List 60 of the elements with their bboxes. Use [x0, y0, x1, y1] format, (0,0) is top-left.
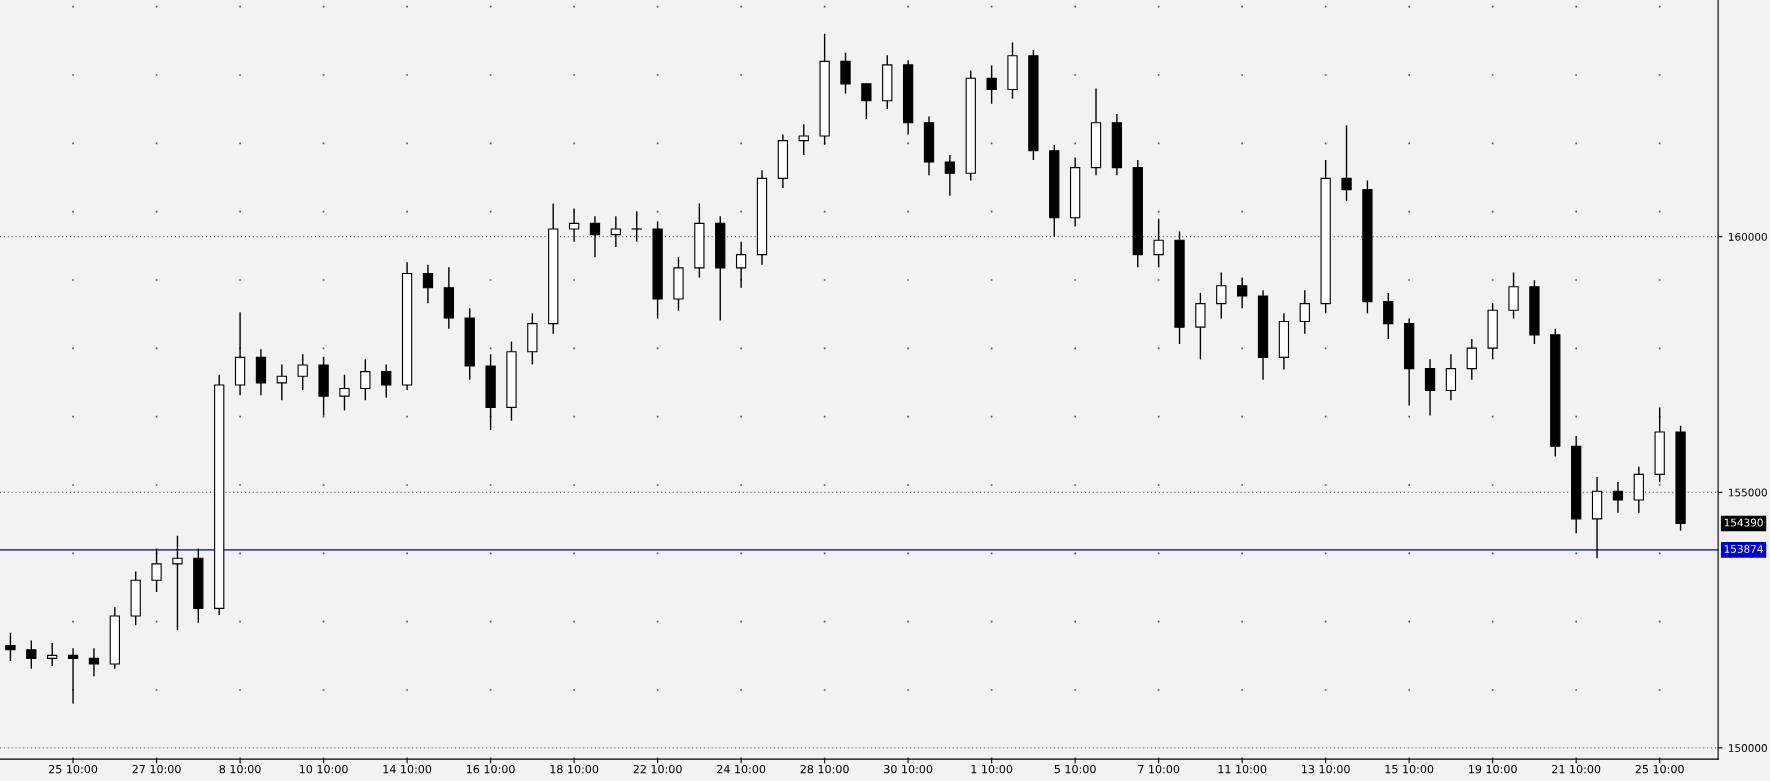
x-tick-label: 10 10:00: [299, 764, 348, 774]
candlestick: [297, 353, 308, 391]
x-tick-label: 21 10:00: [1552, 764, 1601, 774]
x-tick-label: 27 10:00: [132, 764, 181, 774]
candlestick: [1153, 218, 1164, 269]
candlestick: [276, 363, 287, 401]
x-tick-label: 22 10:00: [633, 764, 682, 774]
candlestick: [1424, 358, 1436, 417]
candlestick: [339, 374, 350, 412]
candlestick: [172, 535, 183, 632]
ref-line-label: 153874: [1724, 544, 1763, 553]
candlestick: [610, 215, 622, 248]
candlestick: [1195, 292, 1206, 361]
x-tick-label: 25 10:00: [49, 764, 98, 774]
x-tick-label: 1 10:00: [971, 764, 1013, 774]
candlestick: [1445, 353, 1457, 401]
x-tick-label: 13 10:00: [1302, 764, 1350, 774]
candlestick: [5, 632, 16, 662]
x-tick-label: 8 10:00: [219, 764, 261, 774]
candlestick: [151, 547, 162, 593]
x-tick-label: 7 10:00: [1138, 764, 1180, 774]
x-tick-label: 24 10:00: [717, 764, 766, 774]
candlestick: [568, 207, 580, 243]
x-tick-label: 25 10:00: [1635, 764, 1684, 774]
candlestick: [798, 123, 809, 156]
candlestick: [1216, 271, 1227, 320]
candlestick: [381, 363, 392, 399]
candlestick: [360, 358, 371, 401]
x-tick-label: 30 10:00: [884, 764, 933, 774]
x-tick-label: 15 10:00: [1385, 764, 1434, 774]
candlestick: [1299, 289, 1310, 335]
candlestick: [986, 64, 997, 105]
candlestick: [861, 82, 872, 120]
candlestick: [1383, 292, 1394, 340]
candlestick: [589, 215, 601, 258]
candlestick: [1612, 481, 1624, 514]
y-tick-label: 155000: [1729, 488, 1767, 497]
x-tick-label: 11 10:00: [1218, 764, 1267, 774]
y-tick-label: 150000: [1729, 744, 1767, 752]
candlestick: [47, 642, 58, 667]
candlestick: [88, 647, 100, 678]
x-tick-label: 28 10:00: [800, 764, 849, 774]
x-tick-label: 18 10:00: [550, 764, 599, 774]
candlestick: [735, 241, 747, 289]
text: 154390: [1724, 518, 1763, 527]
candlestick: [840, 51, 851, 95]
x-tick-label: 5 10:00: [1054, 764, 1096, 774]
candlestick: [631, 210, 642, 243]
candlestick: [1508, 271, 1519, 320]
candlestick: [1341, 124, 1352, 202]
candlestick: [26, 639, 37, 670]
candlestick: [422, 264, 434, 304]
x-tick-label: 14 10:00: [383, 764, 432, 774]
candlestick: [1466, 338, 1477, 381]
candlestick: [67, 647, 79, 705]
x-tick-label: 16 10:00: [466, 764, 515, 774]
candlestick: [1237, 276, 1248, 309]
candlestick: [944, 154, 956, 197]
x-tick-label: 19 10:00: [1469, 764, 1517, 774]
y-tick-label: 160000: [1729, 232, 1767, 241]
